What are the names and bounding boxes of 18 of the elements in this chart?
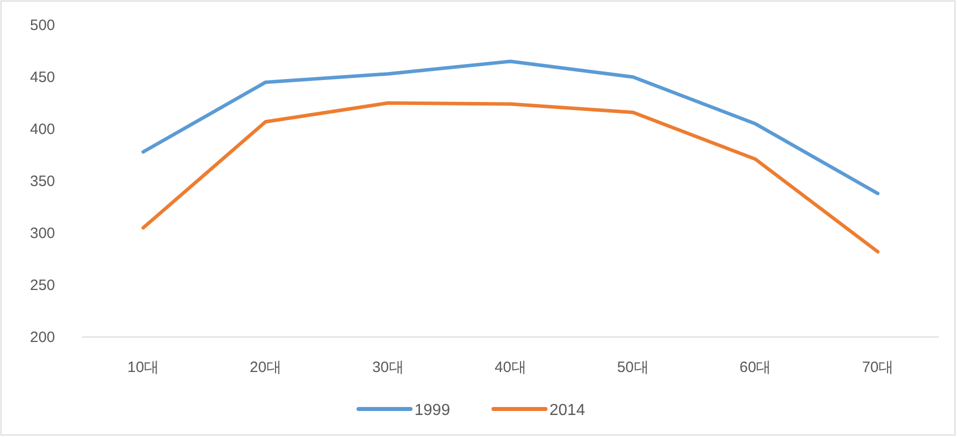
legend-label: 2014 <box>550 402 586 419</box>
y-tick-label: 250 <box>30 277 56 294</box>
x-tick-label: 50대 <box>617 359 649 376</box>
line-series <box>141 60 880 196</box>
y-tick-label: 300 <box>30 225 56 242</box>
y-tick-label: 500 <box>30 17 56 34</box>
x-tick-label: 40대 <box>494 359 526 376</box>
x-tick-label: 10대 <box>127 359 160 376</box>
x-tick-label: 20대 <box>250 359 282 376</box>
line-series <box>141 101 880 254</box>
x-tick-label: 70대 <box>862 359 894 376</box>
y-tick-label: 400 <box>30 121 56 138</box>
x-tick-label: 60대 <box>740 359 772 376</box>
y-tick-label: 200 <box>30 329 56 346</box>
y-tick-label: 350 <box>30 173 56 190</box>
x-tick-label: 30대 <box>372 359 404 376</box>
y-tick-label: 450 <box>30 69 56 86</box>
legend-label: 1999 <box>414 402 450 419</box>
